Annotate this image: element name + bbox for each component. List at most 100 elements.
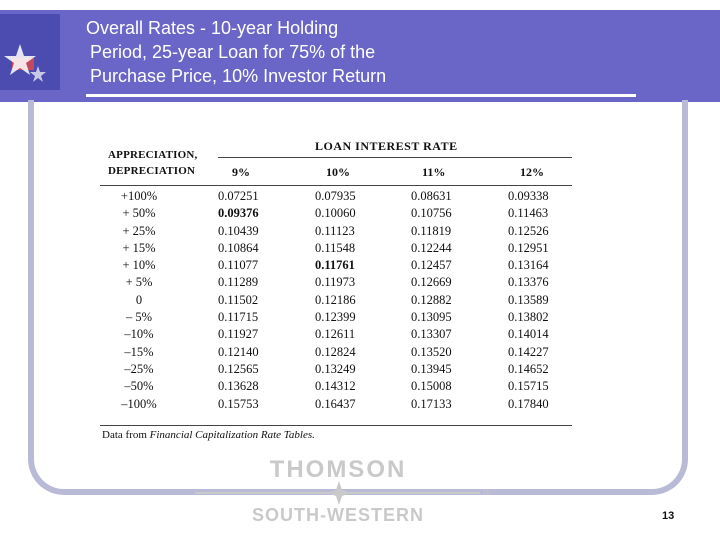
rate-cell: 0.17840 [508, 396, 549, 411]
row-label: + 5% [125, 275, 153, 290]
rate-cell: 0.13095 [411, 310, 452, 325]
rate-header-9: 9% [232, 165, 250, 179]
rate-cell: 0.07251 [218, 189, 259, 203]
row-label: + 50% [122, 206, 156, 221]
rate-cell: 0.10864 [218, 240, 259, 255]
rate-cell: 0.12669 [411, 275, 452, 290]
rate-header-12: 12% [520, 165, 544, 179]
appreciation-header: APPRECIATION, DEPRECIATION [108, 147, 197, 179]
rate-cell: 0.12882 [411, 292, 452, 307]
table-row: + 10% 0.11077 0.11761 0.12457 0.13164 [100, 258, 575, 275]
rate-cell: 0.12611 [315, 327, 356, 342]
logo-tm: TM [483, 491, 490, 497]
table-row: + 25% 0.10439 0.11123 0.11819 0.12526 [100, 224, 575, 241]
rate-cell: 0.10439 [218, 223, 259, 238]
rate-cell: 0.13164 [508, 258, 549, 273]
row-label: 0 [135, 292, 143, 307]
rate-cell: 0.11123 [315, 223, 355, 238]
rate-cell: 0.14014 [508, 327, 549, 342]
slide-title: Overall Rates - 10-year Holding Period, … [86, 16, 626, 88]
rate-cell: 0.13520 [411, 344, 452, 359]
title-line-2: Period, 25-year Loan for 75% of the [90, 42, 376, 62]
rate-cell: 0.09376 [218, 206, 259, 221]
rate-header-10: 10% [326, 165, 350, 179]
rate-cell: 0.11289 [218, 275, 259, 290]
row-label: –15% [124, 344, 154, 359]
table-row: +100% 0.07251 0.07935 0.08631 0.09338 [100, 189, 575, 206]
table-row: –15% 0.12140 0.12824 0.13520 0.14227 [100, 345, 575, 362]
header-line-2: DEPRECIATION [108, 165, 196, 177]
rate-cell: 0.13628 [218, 379, 259, 394]
loan-interest-header: LOAN INTEREST RATE [315, 139, 458, 153]
footnote-prefix: Data from [102, 429, 150, 441]
footnote-source: Financial Capitalization Rate Tables. [149, 429, 315, 441]
rate-cell: 0.09338 [508, 189, 549, 203]
rate-cell: 0.12186 [315, 292, 356, 307]
rate-cell: 0.14227 [508, 344, 549, 359]
rate-cell: 0.08631 [411, 189, 452, 203]
rate-cell: 0.11463 [508, 206, 549, 221]
header-divider [218, 157, 572, 158]
rate-cell: 0.16437 [315, 396, 356, 411]
rate-cell: 0.11502 [218, 292, 259, 307]
rate-cell: 0.12399 [315, 310, 356, 325]
column-header-rule [100, 185, 572, 186]
table-row: + 15% 0.10864 0.11548 0.12244 0.12951 [100, 241, 575, 258]
rate-cell: 0.11819 [411, 223, 452, 238]
rate-cell: 0.12565 [218, 361, 259, 376]
rate-cell: 0.11715 [218, 310, 259, 325]
rate-cell: 0.10060 [315, 206, 356, 221]
star-icon [0, 14, 60, 90]
row-label: + 25% [122, 223, 156, 238]
row-label: +100% [120, 189, 158, 203]
rate-cell: 0.11973 [315, 275, 356, 290]
rate-cell: 0.17133 [411, 396, 452, 411]
rate-cell: 0.13802 [508, 310, 549, 325]
source-footnote: Data from Financial Capitalization Rate … [102, 429, 315, 441]
rate-cell: 0.11761 [315, 258, 355, 273]
rate-cell: 0.11548 [315, 240, 356, 255]
rate-cell: 0.07935 [315, 189, 356, 203]
rate-cell: 0.10756 [411, 206, 452, 221]
rate-cell: 0.11077 [218, 258, 259, 273]
rate-header-11: 11% [422, 165, 446, 179]
table-row: –50% 0.13628 0.14312 0.15008 0.15715 [100, 379, 575, 396]
rate-cell: 0.14652 [508, 361, 549, 376]
logo-top-text: THOMSON [270, 456, 407, 483]
rate-cell: 0.13307 [411, 327, 452, 342]
table-row: 0 0.11502 0.12186 0.12882 0.13589 [100, 293, 575, 310]
row-label: –10% [124, 327, 154, 342]
table-row: –10% 0.11927 0.12611 0.13307 0.14014 [100, 327, 575, 344]
rate-cell: 0.12457 [411, 258, 452, 273]
star-flag-logo [0, 14, 60, 90]
rate-cell: 0.15008 [411, 379, 452, 394]
rate-cell: 0.12526 [508, 223, 549, 238]
rate-cell: 0.12951 [508, 240, 549, 255]
table-row: – 5% 0.11715 0.12399 0.13095 0.13802 [100, 310, 575, 327]
footer-rule [100, 425, 572, 426]
title-bar [0, 10, 720, 102]
row-label: –25% [124, 361, 154, 376]
title-rule [86, 94, 636, 97]
table-row: –25% 0.12565 0.13249 0.13945 0.14652 [100, 362, 575, 379]
rate-cell: 0.15753 [218, 396, 259, 411]
table-row: + 5% 0.11289 0.11973 0.12669 0.13376 [100, 275, 575, 292]
row-label: – 5% [125, 310, 153, 325]
table-row: –100% 0.15753 0.16437 0.17133 0.17840 [100, 397, 575, 414]
rate-cell: 0.13589 [508, 292, 549, 307]
header-line-1: APPRECIATION, [108, 149, 198, 161]
publisher-logo-icon: THOMSON TM SOUTH-WESTERN [195, 456, 492, 525]
rate-cell: 0.13249 [315, 361, 356, 376]
rate-cell: 0.14312 [315, 379, 356, 394]
table-body: +100% 0.07251 0.07935 0.08631 0.09338 + 50% 0.… [100, 189, 575, 414]
rate-cell: 0.12244 [411, 240, 452, 255]
row-label: + 15% [122, 240, 156, 255]
rate-cell: 0.11927 [218, 327, 259, 342]
row-label: –50% [124, 379, 154, 394]
row-label: –100% [121, 396, 157, 411]
rate-cell: 0.13945 [411, 361, 452, 376]
rate-cell: 0.12140 [218, 344, 259, 359]
thomson-south-western-logo: THOMSON TM SOUTH-WESTERN [190, 455, 492, 525]
title-line-3: Purchase Price, 10% Investor Return [90, 66, 387, 86]
logo-bottom-text: SOUTH-WESTERN [252, 505, 424, 525]
